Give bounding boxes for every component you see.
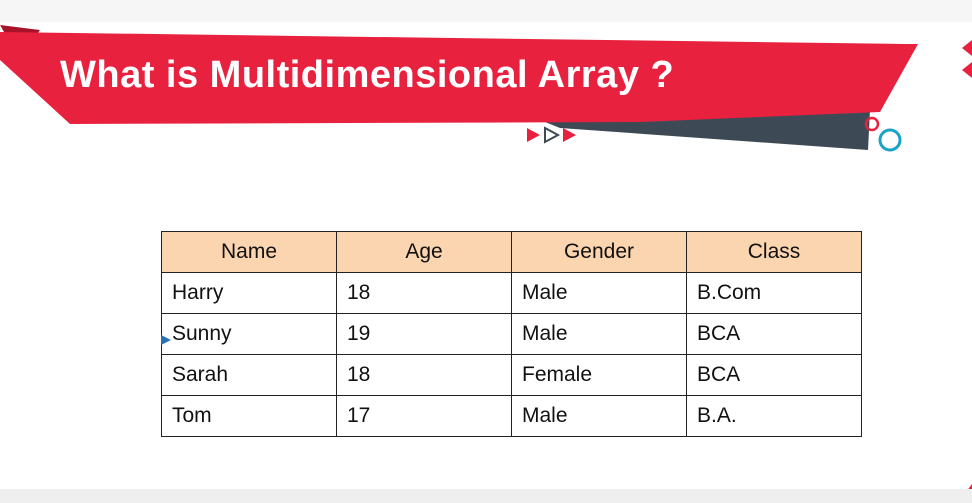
circles-decoration-icon [864,116,902,152]
mouse-pointer-icon [161,335,171,345]
banner-red-band [0,32,918,124]
cell-age: 19 [336,313,512,355]
bottom-bar [0,489,972,503]
cell-class: B.A. [686,395,862,437]
student-table-container: Name Age Gender Class Harry 18 Male B.Co… [161,231,862,437]
cell-gender: Female [511,354,687,396]
cell-gender: Male [511,272,687,314]
table-row: Sarah 18 Female BCA [161,354,862,396]
cell-name: Sarah [161,354,337,396]
table-row: Sunny 19 Male BCA [161,313,862,355]
cell-gender: Male [511,395,687,437]
cell-class: BCA [686,313,862,355]
top-bar [0,0,972,22]
cell-name: Sunny [161,313,337,355]
cell-class: BCA [686,354,862,396]
student-table: Name Age Gender Class Harry 18 Male B.Co… [161,231,862,437]
cell-age: 17 [336,395,512,437]
header-name: Name [161,231,337,273]
cell-name: Harry [161,272,337,314]
cell-class: B.Com [686,272,862,314]
table-row: Tom 17 Male B.A. [161,395,862,437]
table-row: Harry 18 Male B.Com [161,272,862,314]
cell-name: Tom [161,395,337,437]
play-arrows-icon [527,126,576,144]
slide-title: What is Multidimensional Array ? [60,54,675,96]
table-header-row: Name Age Gender Class [161,231,862,273]
header-class: Class [686,231,862,273]
header-gender: Gender [511,231,687,273]
cell-gender: Male [511,313,687,355]
header-age: Age [336,231,512,273]
edge-chevron-icon [962,40,972,498]
cell-age: 18 [336,354,512,396]
cell-age: 18 [336,272,512,314]
